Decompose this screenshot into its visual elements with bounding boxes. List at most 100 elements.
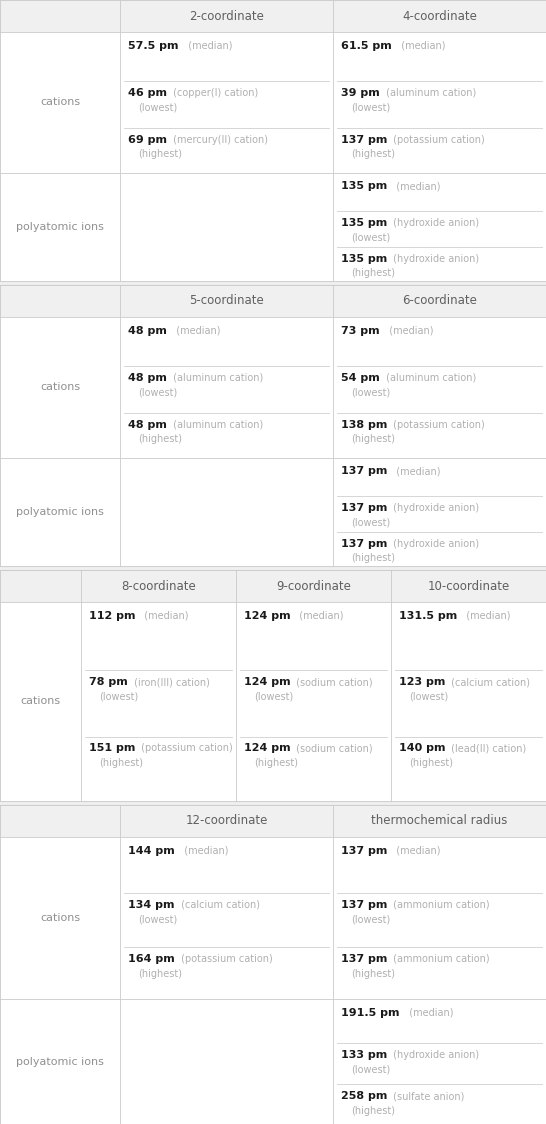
Bar xyxy=(120,173,333,281)
Bar xyxy=(0,805,120,837)
Text: (highest): (highest) xyxy=(351,434,395,444)
Text: (lowest): (lowest) xyxy=(138,102,177,112)
Text: (potassium cation): (potassium cation) xyxy=(138,743,233,753)
Text: 137 pm: 137 pm xyxy=(341,845,388,855)
Bar xyxy=(0,837,120,999)
Text: 4-coordinate: 4-coordinate xyxy=(402,9,477,22)
Bar xyxy=(333,999,546,1124)
Text: (median): (median) xyxy=(383,326,433,336)
Text: (lead(II) cation): (lead(II) cation) xyxy=(448,743,527,753)
Text: 135 pm: 135 pm xyxy=(341,254,387,264)
Text: (highest): (highest) xyxy=(351,1106,395,1116)
Text: 124 pm: 124 pm xyxy=(244,677,290,687)
Text: polyatomic ions: polyatomic ions xyxy=(16,221,104,232)
Text: 191.5 pm: 191.5 pm xyxy=(341,1008,400,1018)
Text: (highest): (highest) xyxy=(138,969,182,979)
Text: 138 pm: 138 pm xyxy=(341,419,388,429)
Text: 10-coordinate: 10-coordinate xyxy=(428,580,509,592)
Text: 140 pm: 140 pm xyxy=(399,743,446,753)
Text: (highest): (highest) xyxy=(351,269,395,279)
Text: 137 pm: 137 pm xyxy=(341,502,388,513)
Text: (sodium cation): (sodium cation) xyxy=(294,743,373,753)
Text: polyatomic ions: polyatomic ions xyxy=(16,1057,104,1067)
Bar xyxy=(391,602,546,801)
Text: 48 pm: 48 pm xyxy=(128,419,167,429)
Text: (potassium cation): (potassium cation) xyxy=(178,954,272,964)
Text: (ammonium cation): (ammonium cation) xyxy=(390,954,490,964)
Bar xyxy=(120,0,333,31)
Text: 39 pm: 39 pm xyxy=(341,88,380,98)
Text: 131.5 pm: 131.5 pm xyxy=(399,610,457,620)
Text: 258 pm: 258 pm xyxy=(341,1091,388,1102)
Bar xyxy=(0,602,81,801)
Bar xyxy=(0,31,120,173)
Text: 124 pm: 124 pm xyxy=(244,743,290,753)
Text: (hydroxide anion): (hydroxide anion) xyxy=(390,502,479,513)
Bar xyxy=(120,317,333,457)
Text: (median): (median) xyxy=(138,610,189,620)
Text: (hydroxide anion): (hydroxide anion) xyxy=(390,218,479,227)
Text: 48 pm: 48 pm xyxy=(128,326,167,336)
Text: 137 pm: 137 pm xyxy=(341,466,388,477)
Text: 151 pm: 151 pm xyxy=(89,743,135,753)
Text: (potassium cation): (potassium cation) xyxy=(390,135,485,145)
Text: 164 pm: 164 pm xyxy=(128,954,175,964)
Text: cations: cations xyxy=(40,913,80,923)
Bar xyxy=(333,285,546,317)
Text: 123 pm: 123 pm xyxy=(399,677,446,687)
Text: 137 pm: 137 pm xyxy=(341,135,388,145)
Text: (iron(III) cation): (iron(III) cation) xyxy=(130,677,210,687)
Text: (lowest): (lowest) xyxy=(138,388,177,398)
Text: (hydroxide anion): (hydroxide anion) xyxy=(390,1050,479,1060)
Text: 133 pm: 133 pm xyxy=(341,1050,387,1060)
Text: (median): (median) xyxy=(178,845,228,855)
Text: (highest): (highest) xyxy=(254,759,298,768)
Text: (mercury(II) cation): (mercury(II) cation) xyxy=(170,135,268,145)
Bar xyxy=(0,0,546,281)
Bar xyxy=(0,317,120,457)
Bar xyxy=(120,837,333,999)
Text: (aluminum cation): (aluminum cation) xyxy=(170,419,263,429)
Text: 5-coordinate: 5-coordinate xyxy=(189,294,264,308)
Text: 48 pm: 48 pm xyxy=(128,373,167,382)
Bar xyxy=(120,805,333,837)
Bar xyxy=(333,31,546,173)
Text: 8-coordinate: 8-coordinate xyxy=(121,580,195,592)
Text: 137 pm: 137 pm xyxy=(341,900,388,909)
Text: (hydroxide anion): (hydroxide anion) xyxy=(390,538,479,549)
Bar xyxy=(333,0,546,31)
Text: 124 pm: 124 pm xyxy=(244,610,290,620)
Text: (lowest): (lowest) xyxy=(409,692,448,701)
Bar xyxy=(236,602,391,801)
Text: 112 pm: 112 pm xyxy=(89,610,135,620)
Text: (copper(I) cation): (copper(I) cation) xyxy=(170,88,258,98)
Text: (median): (median) xyxy=(390,181,441,191)
Bar xyxy=(333,837,546,999)
Text: cations: cations xyxy=(20,697,61,707)
Text: (lowest): (lowest) xyxy=(351,233,390,243)
Text: (highest): (highest) xyxy=(138,149,182,160)
Text: 2-coordinate: 2-coordinate xyxy=(189,9,264,22)
Bar xyxy=(333,805,546,837)
Text: 54 pm: 54 pm xyxy=(341,373,380,382)
Bar xyxy=(0,285,546,566)
Bar xyxy=(0,285,120,317)
Text: (aluminum cation): (aluminum cation) xyxy=(383,88,476,98)
Text: (median): (median) xyxy=(395,40,446,51)
Bar xyxy=(120,31,333,173)
Text: 135 pm: 135 pm xyxy=(341,218,387,227)
Text: (ammonium cation): (ammonium cation) xyxy=(390,900,490,909)
Text: (lowest): (lowest) xyxy=(99,692,138,701)
Text: (calcium cation): (calcium cation) xyxy=(177,900,259,909)
Text: 144 pm: 144 pm xyxy=(128,845,175,855)
Text: 73 pm: 73 pm xyxy=(341,326,379,336)
Bar xyxy=(120,999,333,1124)
Bar xyxy=(333,457,546,566)
Text: (median): (median) xyxy=(460,610,511,620)
Text: (highest): (highest) xyxy=(138,434,182,444)
Text: (lowest): (lowest) xyxy=(351,102,390,112)
Text: cations: cations xyxy=(40,382,80,392)
Text: (median): (median) xyxy=(402,1008,453,1018)
Bar xyxy=(120,457,333,566)
Text: (median): (median) xyxy=(294,610,344,620)
